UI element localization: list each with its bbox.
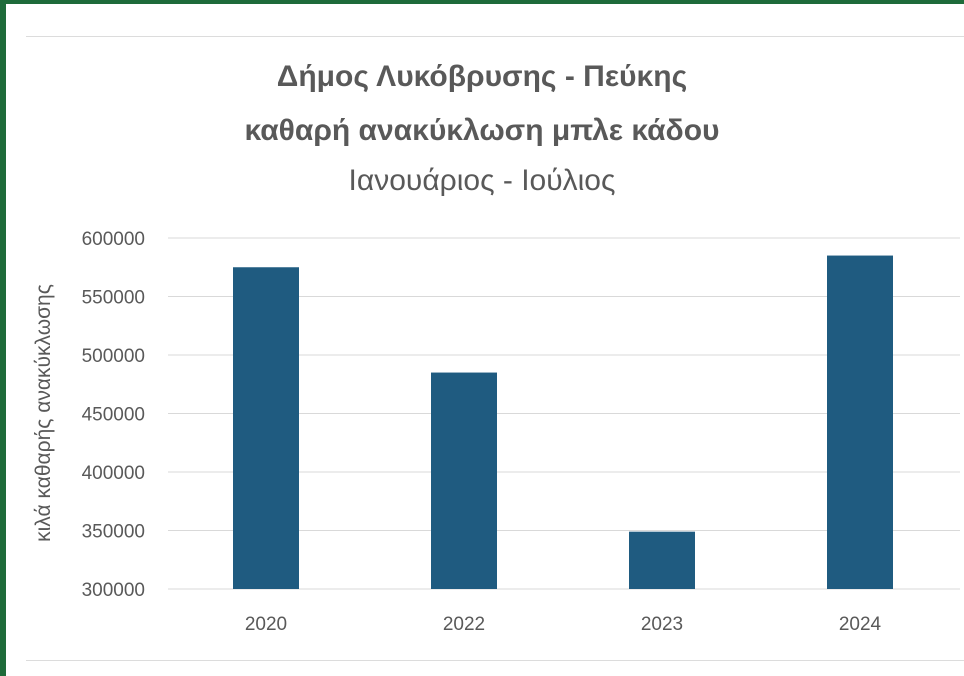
- x-tick-label: 2020: [245, 614, 287, 635]
- chart-subtitle: Ιανουάριος - Ιούλιος: [348, 164, 616, 197]
- bottom-divider: [26, 660, 964, 661]
- bars: [233, 255, 893, 590]
- x-axis-ticks: 2020 2022 2023 2024: [245, 614, 882, 635]
- y-axis-ticks: 600000 550000 500000 450000 400000 350000 3000…: [82, 229, 145, 601]
- y-tick-label: 350000: [82, 522, 145, 543]
- bar-2020: [233, 267, 299, 589]
- chart-title: Δήμος Λυκόβρυσης - Πεύκης: [276, 60, 688, 93]
- y-tick-label: 450000: [82, 405, 145, 426]
- y-tick-label: 400000: [82, 463, 145, 484]
- bar-2022: [431, 372, 497, 589]
- bar-2023: [629, 531, 695, 589]
- y-tick-label: 300000: [82, 580, 145, 601]
- y-axis-label: κιλά καθαρής ανακύκλωσης: [32, 284, 55, 542]
- y-tick-label: 500000: [82, 346, 145, 367]
- y-tick-label: 550000: [82, 288, 145, 309]
- chart-title-line2: καθαρή ανακύκλωση μπλε κάδου: [244, 114, 720, 147]
- bar-2024: [827, 255, 893, 590]
- y-tick-label: 600000: [82, 229, 145, 250]
- x-tick-label: 2024: [839, 614, 882, 635]
- top-divider: [26, 36, 964, 37]
- x-tick-label: 2022: [443, 614, 485, 635]
- x-tick-label: 2023: [641, 614, 683, 635]
